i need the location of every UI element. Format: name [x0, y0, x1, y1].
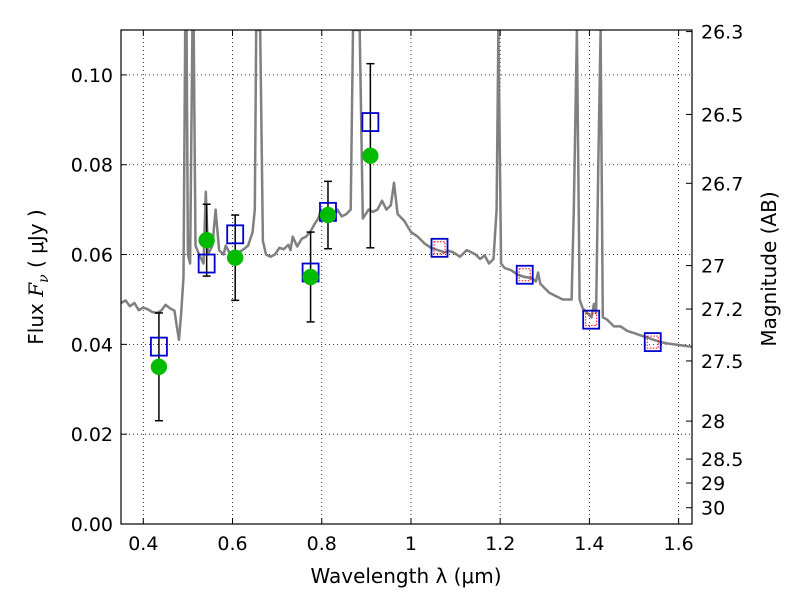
- y-tick-label: 0.02: [71, 424, 113, 446]
- x-tick-label: 1.2: [485, 533, 515, 555]
- x-axis-label: Wavelength λ (μm): [310, 564, 501, 588]
- mag-tick-label: 27.5: [701, 351, 743, 373]
- model-square-nir-marker: [646, 335, 659, 349]
- model-square-nir-marker: [518, 268, 531, 282]
- observed-point: [226, 249, 244, 266]
- right-axis-label: Magnitude (AB): [757, 191, 781, 346]
- y-tick-label: 0.08: [71, 155, 113, 177]
- mag-tick-label: 27: [701, 256, 725, 278]
- model-square-marker: [515, 264, 534, 285]
- y-axis-label: Flux Fν ( μJy ): [24, 209, 52, 344]
- x-tick-label: 1: [405, 533, 417, 555]
- mag-tick-label: 28.5: [701, 449, 743, 471]
- y-axis-label-prefix: Flux: [24, 297, 48, 345]
- observed-point: [302, 268, 319, 286]
- mag-tick-label: 28: [701, 411, 725, 433]
- plot-frame: [120, 29, 693, 525]
- plot-background: [121, 30, 692, 524]
- observed-point: [319, 206, 337, 224]
- mag-tick-label: 26.7: [701, 173, 743, 195]
- model-square-marker: [150, 336, 168, 357]
- mag-tick-label: 30: [701, 498, 725, 520]
- observed-point: [198, 231, 215, 249]
- y-tick-label: 0.10: [71, 65, 113, 87]
- model-square-marker: [361, 112, 380, 132]
- model-square-marker: [430, 237, 449, 258]
- x-tick-label: 0.4: [128, 533, 158, 555]
- model-square-marker: [226, 224, 245, 245]
- mag-tick-label: 26.3: [701, 22, 743, 44]
- mag-tick-label: 29: [701, 473, 725, 495]
- y-axis-label-subscript: ν: [36, 274, 52, 283]
- mag-tick-label: 26.5: [701, 104, 743, 126]
- model-square-marker: [197, 253, 216, 274]
- y-axis-label-symbol: F: [24, 282, 48, 298]
- x-tick-label: 0.6: [217, 533, 247, 555]
- axes: 0.4 0.6 0.8 1 1.2 1.4 1.6 0.00 0.02 0.04 0.06 0.08 0…: [71, 22, 744, 555]
- model-square-marker: [582, 309, 601, 330]
- series-group: [121, 30, 692, 422]
- y-tick-label: 0.04: [71, 334, 113, 356]
- y-axis-label-suffix: ( μJy ): [24, 209, 48, 274]
- sed-model-line: [121, 30, 692, 348]
- plot-area: [121, 30, 692, 422]
- observed-point: [362, 147, 379, 164]
- x-tick-label: 1.6: [664, 533, 694, 555]
- x-tick-label: 0.8: [307, 533, 337, 555]
- x-tick-label: 1.4: [574, 533, 604, 555]
- model-square-nir-marker: [433, 241, 446, 255]
- y-tick-label: 0.06: [71, 245, 113, 267]
- observed-point: [150, 358, 168, 376]
- y-tick-label: 0.00: [71, 514, 113, 536]
- model-square-nir-marker: [585, 313, 598, 327]
- mag-tick-label: 27.2: [701, 299, 743, 321]
- model-square-marker: [643, 332, 662, 353]
